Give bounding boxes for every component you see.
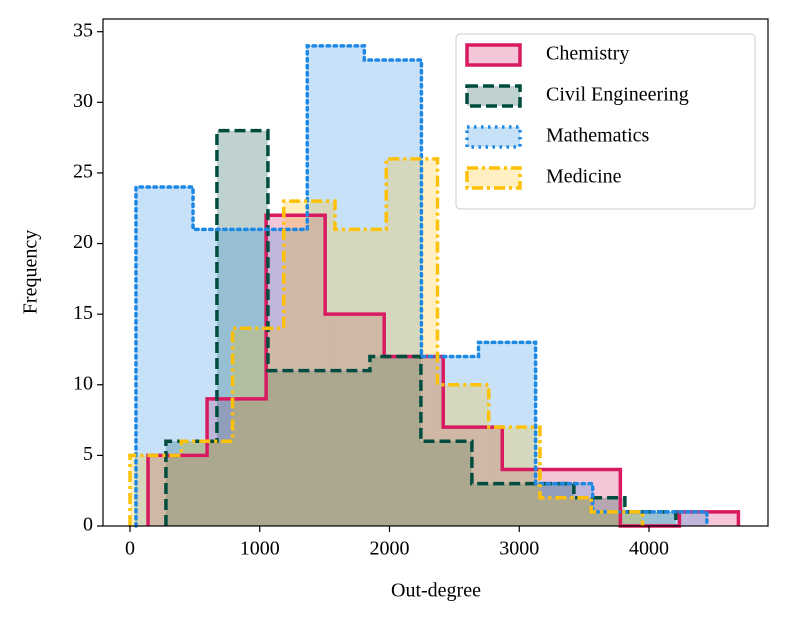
- histogram-bar: [335, 229, 387, 526]
- histogram-bar: [502, 469, 562, 526]
- histogram-bar: [193, 229, 251, 526]
- y-axis-label: Frequency: [20, 230, 42, 314]
- histogram-bar: [364, 59, 422, 526]
- histogram-bar: [129, 455, 182, 526]
- histogram-bar: [591, 511, 643, 526]
- x-tick-label: 4000: [629, 538, 669, 560]
- histogram-bar: [369, 356, 421, 526]
- histogram-bar: [540, 497, 592, 526]
- legend-label: Medicine: [546, 166, 622, 188]
- x-tick-label: 1000: [240, 538, 280, 560]
- histogram-bar: [522, 483, 574, 526]
- legend-box: [455, 33, 756, 210]
- histogram-bar: [471, 483, 523, 526]
- y-tick-label: 5: [83, 443, 93, 465]
- y-tick-label: 15: [73, 302, 93, 324]
- legend-label: Civil Engineering: [546, 84, 689, 106]
- histogram-bar: [318, 370, 370, 526]
- x-tick-label: 3000: [499, 538, 539, 560]
- histogram-bar: [325, 314, 385, 526]
- histogram-bar: [148, 455, 208, 526]
- legend-label: Chemistry: [546, 43, 629, 65]
- step-outline: [128, 157, 645, 526]
- y-tick-label: 35: [73, 19, 93, 41]
- histogram-bar: [437, 384, 489, 526]
- histogram-bar: [250, 229, 308, 526]
- y-tick-label: 25: [73, 161, 93, 183]
- histogram-bar: [307, 45, 365, 526]
- histogram-bar: [488, 427, 541, 526]
- legend-swatch: [465, 166, 522, 190]
- histogram-bar: [232, 328, 284, 526]
- histogram-bar: [679, 511, 739, 526]
- y-tick-label: 0: [83, 514, 93, 536]
- histogram-bar: [386, 158, 438, 527]
- plot-frame: [102, 18, 769, 527]
- legend-swatch: [465, 125, 522, 149]
- histogram-bar: [283, 201, 336, 526]
- y-tick-label: 10: [73, 372, 93, 394]
- y-tick-label: 20: [73, 231, 93, 253]
- x-axis-label: Out-degree: [391, 580, 481, 602]
- histogram-bar: [624, 511, 676, 526]
- histogram-bar: [207, 398, 267, 526]
- legend-swatch: [465, 43, 522, 67]
- legend-label: Mathematics: [546, 125, 650, 147]
- legend-swatch: [465, 84, 522, 108]
- step-outline: [164, 128, 678, 526]
- histogram-bar: [478, 342, 536, 526]
- legend: Chemistry Civil Engineering Mathematics Med…: [455, 33, 756, 210]
- y-tick-label: 30: [73, 90, 93, 112]
- x-tick-label: 2000: [370, 538, 410, 560]
- histogram-bar: [535, 483, 593, 526]
- x-tick-label: 0: [125, 538, 135, 560]
- histogram-bar: [420, 441, 472, 526]
- histogram-bar: [267, 370, 319, 526]
